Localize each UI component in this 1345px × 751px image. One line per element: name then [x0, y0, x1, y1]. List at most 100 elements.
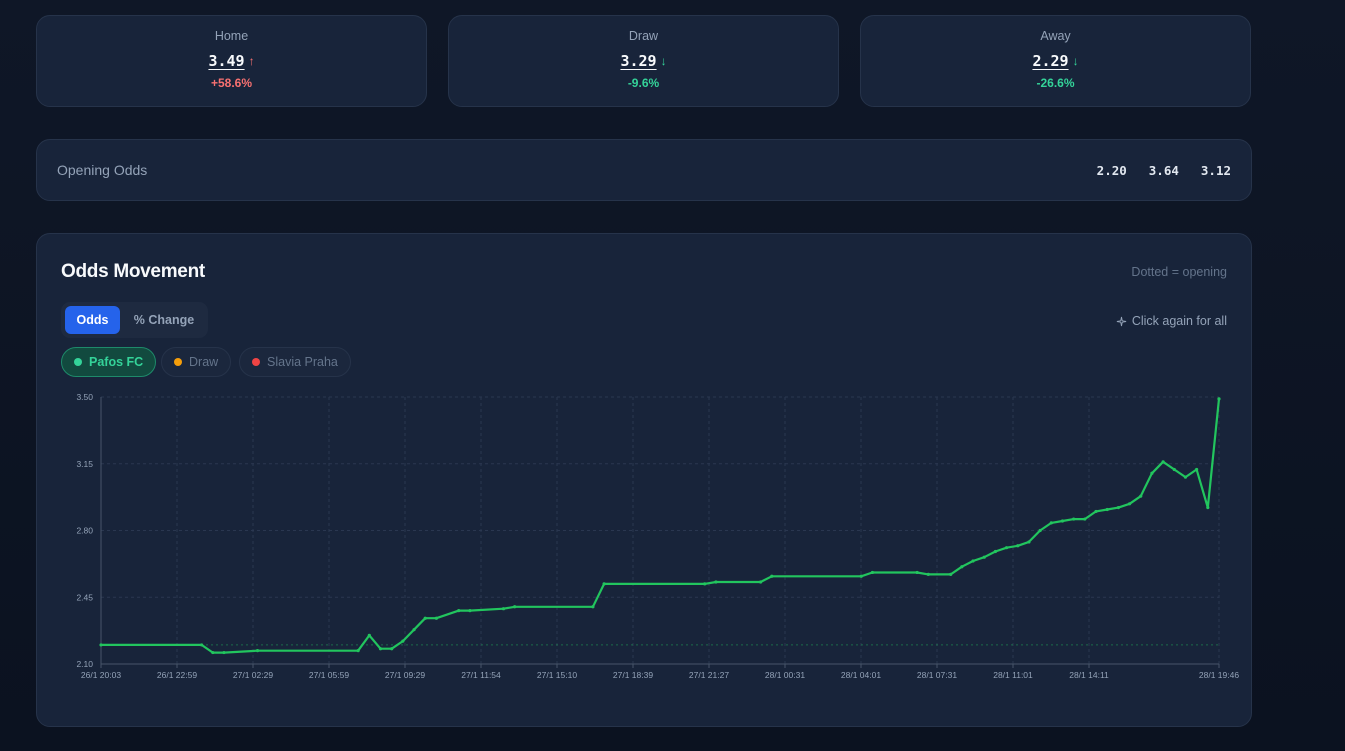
pafos-data-point	[367, 633, 371, 637]
pafos-data-point	[457, 609, 461, 613]
draw-label: Draw	[628, 29, 659, 43]
pafos-data-point	[1195, 467, 1199, 472]
pafos-data-point	[1150, 471, 1154, 475]
opening-odds-title: Opening Odds	[57, 162, 148, 178]
series-color-dot	[174, 358, 182, 366]
pafos-data-point	[434, 616, 438, 620]
draw-odds-value[interactable]: 3.29	[620, 52, 657, 70]
x-tick-label: 28/1 14:11	[1069, 670, 1109, 680]
pafos-data-point	[356, 649, 360, 653]
series-pill-slavia[interactable]: Slavia Praha	[239, 347, 351, 377]
view-toggle: Odds % Change	[61, 302, 208, 338]
pafos-data-point	[1217, 397, 1221, 401]
pafos-data-point	[870, 570, 875, 575]
home-odds-value[interactable]: 3.49	[208, 52, 245, 70]
pafos-data-point	[1127, 502, 1132, 506]
pafos-data-point	[602, 582, 606, 586]
series-pill-label: Slavia Praha	[267, 355, 338, 369]
x-tick-label: 28/1 04:01	[841, 670, 881, 680]
pafos-data-point	[993, 549, 998, 554]
opening-home-value: 2.20	[1096, 162, 1127, 178]
percent-change-view-button[interactable]: % Change	[133, 313, 195, 327]
pafos-data-point	[759, 580, 763, 584]
pafos-data-point	[1094, 509, 1098, 514]
pafos-data-point	[1049, 521, 1053, 525]
pafos-data-point	[1183, 475, 1188, 479]
arrow-down-icon: ↓	[1072, 54, 1079, 68]
opening-odds-bar: Opening Odds 2.20 3.64 3.12	[36, 139, 1252, 201]
x-tick-label: 28/1 11:01	[993, 670, 1033, 680]
pafos-data-point	[770, 574, 774, 578]
x-tick-label: 28/1 19:46	[1199, 670, 1239, 680]
opening-draw-value: 3.64	[1148, 162, 1179, 178]
x-tick-label: 27/1 21:27	[689, 670, 729, 680]
draw-odds-card: Draw 3.29 ↓ -9.6%	[448, 15, 839, 107]
pafos-data-point	[412, 628, 416, 632]
pafos-data-point	[222, 650, 226, 655]
pafos-data-point	[960, 565, 964, 569]
x-tick-label: 26/1 20:03	[81, 670, 121, 680]
pafos-data-point	[982, 555, 986, 559]
pafos-data-point	[1072, 517, 1076, 521]
pafos-data-point	[1116, 506, 1120, 510]
pafos-data-point	[703, 582, 707, 586]
series-pill-label: Pafos FC	[89, 355, 144, 369]
arrow-up-icon: ↑	[248, 54, 255, 68]
click-hint: Click again for all	[1116, 314, 1227, 328]
pafos-data-point	[401, 639, 405, 643]
away-change: -26.6%	[1036, 76, 1075, 90]
pafos-data-point	[390, 647, 394, 651]
pafos-data-point	[1038, 528, 1042, 533]
pafos-data-point	[1060, 519, 1065, 523]
x-tick-label: 27/1 11:54	[461, 670, 501, 680]
pafos-data-point	[513, 605, 517, 609]
pafos-series-line	[101, 398, 1221, 654]
series-color-dot	[74, 358, 82, 366]
odds-movement-title: Odds Movement	[61, 261, 205, 282]
away-odds-card: Away 2.29 ↓ -26.6%	[860, 15, 1251, 107]
x-tick-label: 26/1 22:59	[157, 670, 197, 680]
pafos-data-point	[99, 643, 103, 647]
pafos-data-point	[591, 605, 595, 609]
x-tick-label: 27/1 09:29	[385, 670, 425, 680]
pafos-data-point	[915, 570, 919, 575]
x-tick-label: 27/1 18:39	[613, 670, 653, 680]
y-tick-label: 2.10	[76, 659, 93, 669]
arrow-down-icon: ↓	[660, 54, 667, 68]
pafos-data-point	[1083, 517, 1087, 521]
away-odds-value[interactable]: 2.29	[1032, 52, 1069, 70]
draw-change: -9.6%	[627, 76, 660, 90]
pafos-data-point	[423, 616, 427, 620]
home-label: Home	[214, 29, 249, 43]
opening-away-value: 3.12	[1200, 162, 1231, 178]
pafos-data-point	[1161, 460, 1165, 464]
pafos-data-point	[1206, 506, 1210, 510]
pafos-data-point	[468, 609, 472, 613]
series-pill-label: Draw	[189, 355, 219, 369]
odds-movement-panel: Odds Movement Dotted = opening Odds % Ch…	[36, 233, 1252, 727]
pafos-data-point	[255, 649, 260, 653]
pafos-data-point	[501, 607, 506, 611]
home-change: +58.6%	[210, 76, 253, 90]
pafos-data-point	[1105, 507, 1109, 512]
pafos-data-point	[200, 643, 204, 647]
x-tick-label: 28/1 00:31	[765, 670, 805, 680]
sparkle-icon	[1116, 316, 1126, 326]
away-label: Away	[1040, 29, 1071, 43]
pafos-data-point	[1139, 494, 1143, 498]
y-tick-label: 3.15	[76, 459, 93, 469]
pafos-data-point	[926, 572, 930, 576]
y-tick-label: 2.80	[76, 526, 93, 536]
pafos-data-point	[211, 650, 215, 655]
series-pill-draw[interactable]: Draw	[161, 347, 232, 377]
pafos-data-point	[1016, 544, 1020, 548]
pafos-data-point	[949, 572, 953, 576]
x-tick-label: 27/1 05:59	[309, 670, 349, 680]
odds-view-button[interactable]: Odds	[65, 306, 120, 334]
pafos-data-point	[714, 580, 718, 584]
click-hint-text: Click again for all	[1131, 314, 1227, 328]
series-pill-pafos[interactable]: Pafos FC	[61, 347, 157, 377]
home-odds-card: Home 3.49 ↑ +58.6%	[36, 15, 427, 107]
series-color-dot	[252, 358, 260, 366]
